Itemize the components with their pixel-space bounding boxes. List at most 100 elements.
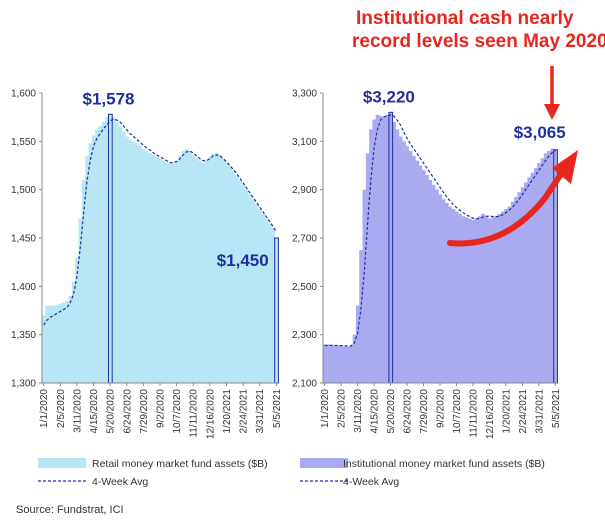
institutional-chart-panel: $3,220 $3,065 2,100 2,300 2,500 2,700 2,900 3,1… (292, 87, 566, 488)
data-bar (258, 209, 262, 383)
data-bar (135, 143, 139, 383)
x-tick-label: 11/11/2020 (469, 389, 480, 438)
data-bar (372, 119, 377, 383)
data-bar (115, 122, 119, 383)
x-tick-label: 1/20/2021 (501, 389, 512, 434)
data-bar (81, 180, 86, 383)
data-bar (444, 202, 449, 383)
data-bar (517, 192, 522, 383)
data-bar (362, 189, 367, 383)
data-bar (500, 211, 505, 383)
data-bar (201, 162, 206, 383)
source-note: Source: Fundstrat, ICI (16, 504, 124, 516)
data-bar (510, 201, 515, 383)
data-bar (474, 218, 479, 383)
data-bar (451, 209, 456, 383)
data-bar (332, 345, 337, 383)
data-bar (352, 334, 357, 383)
x-tick-label: 2/24/2021 (239, 389, 250, 434)
data-bar (398, 136, 403, 383)
data-bar (461, 216, 466, 383)
data-bar (98, 125, 103, 384)
data-bar (68, 296, 73, 383)
data-bar (71, 281, 76, 383)
data-bar (85, 155, 89, 383)
data-bar (125, 136, 129, 383)
data-bar (238, 180, 242, 383)
data-bar (191, 154, 196, 383)
data-bar (188, 151, 192, 383)
avg-line (43, 118, 277, 326)
data-bar (415, 160, 419, 383)
data-bar (537, 163, 541, 383)
x-tick-label: 4/15/2020 (89, 389, 100, 434)
data-bar (138, 146, 143, 383)
data-bar (158, 158, 163, 383)
data-bar (441, 199, 446, 383)
data-bar (454, 211, 459, 383)
y-tick-label: 1,450 (11, 234, 36, 245)
data-bar (171, 163, 176, 383)
data-bar (481, 213, 485, 383)
data-bar (228, 166, 232, 383)
x-tick-label: 2/5/2020 (56, 389, 67, 428)
data-bar (58, 303, 63, 383)
data-bar (339, 345, 344, 383)
data-bar (405, 146, 410, 383)
data-bar (388, 112, 393, 383)
data-bar (155, 156, 159, 383)
x-tick-label: 5/20/2020 (386, 389, 397, 434)
data-bar (61, 302, 66, 383)
x-tick-label: 12/16/2020 (485, 389, 496, 439)
data-bar (51, 305, 56, 383)
data-bar (336, 345, 340, 383)
x-tick-label: 6/24/2020 (122, 389, 133, 434)
data-bar (141, 149, 146, 383)
data-bar (48, 305, 53, 383)
retail-chart-panel: $1,578 $1,450 1,300 1,350 1,400 1,450 1,500 1,5… (11, 89, 283, 489)
x-tick-label: 12/16/2020 (205, 389, 216, 439)
data-bar (491, 217, 495, 383)
data-bar (527, 177, 532, 383)
data-bar (244, 189, 249, 383)
data-bar (547, 151, 551, 383)
annotation-line-1: Institutional cash nearly (356, 8, 574, 29)
data-bar (550, 148, 555, 383)
data-bar (111, 117, 116, 384)
data-bar (385, 114, 390, 383)
data-bar (418, 165, 423, 383)
data-bar (448, 206, 452, 383)
data-bar (468, 218, 472, 383)
data-bar (174, 160, 179, 383)
data-bar (218, 154, 222, 383)
annotation-line-2: record levels seen May 2020 (352, 31, 605, 52)
data-bar (88, 143, 93, 383)
data-bar (533, 167, 538, 383)
data-bar (471, 219, 476, 384)
bar-series (42, 114, 279, 384)
data-bar (234, 175, 239, 383)
data-bar (118, 126, 123, 383)
data-bar (342, 346, 347, 383)
legend: Institutional money market fund assets (… (300, 458, 545, 488)
data-bar (520, 187, 525, 383)
data-bar (261, 213, 266, 383)
data-bar (524, 182, 528, 383)
data-bar (402, 141, 406, 383)
data-bar (204, 160, 209, 383)
data-bar (484, 216, 489, 383)
y-tick-label: 1,350 (11, 330, 36, 341)
x-tick-label: 10/7/2020 (452, 389, 463, 434)
data-bar (78, 218, 83, 383)
data-bar (264, 218, 269, 383)
x-tick-label: 11/11/2020 (189, 389, 200, 438)
data-bar (540, 158, 545, 383)
data-bar (178, 155, 182, 383)
callout-label: $3,220 (363, 87, 415, 106)
data-bar (431, 184, 436, 383)
x-tick-label: 9/2/2020 (436, 389, 447, 428)
legend-label-series: Retail money market fund assets ($B) (92, 458, 268, 470)
data-bar (355, 305, 360, 383)
x-tick-label: 3/11/2020 (353, 389, 364, 433)
